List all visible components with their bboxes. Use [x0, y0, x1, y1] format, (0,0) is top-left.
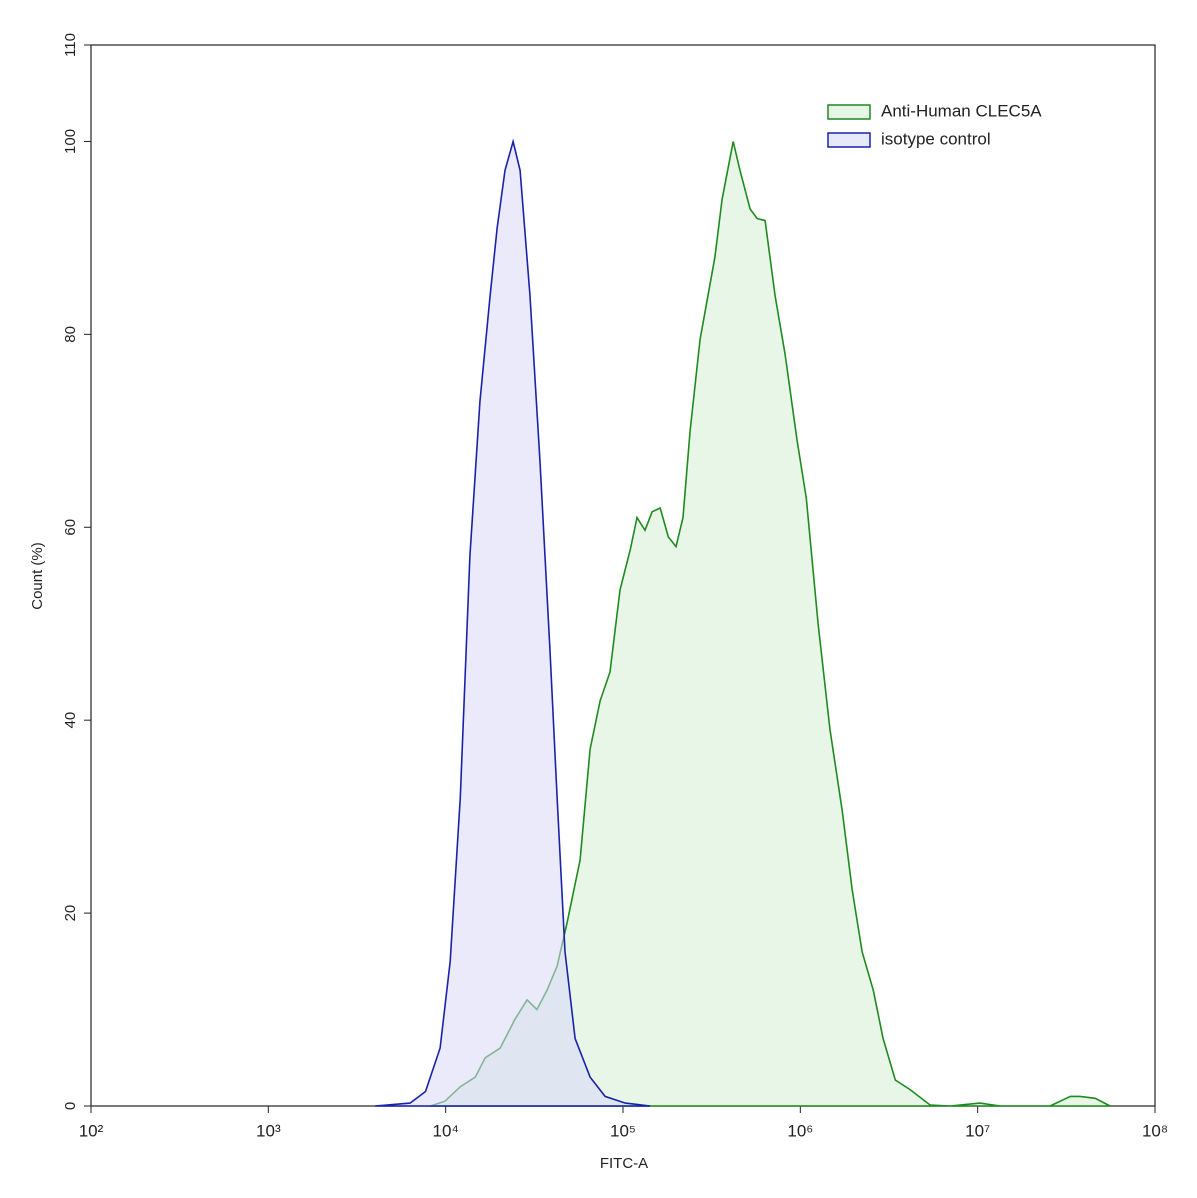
y-tick-label: 100 [62, 129, 79, 154]
x-tick-label: 10² [79, 1121, 104, 1140]
x-axis-label: FITC-A [600, 1155, 648, 1172]
x-tick-label: 10⁷ [965, 1121, 990, 1140]
legend-swatch [827, 132, 871, 148]
x-tick-label: 10⁸ [1142, 1121, 1168, 1140]
y-tick-label: 60 [62, 519, 79, 536]
legend-label: Anti-Human CLEC5A [881, 101, 1042, 120]
x-tick-label: 10⁶ [787, 1121, 813, 1140]
x-tick-label: 10⁴ [433, 1121, 459, 1140]
x-tick-label: 10³ [256, 1121, 281, 1140]
y-tick-label: 20 [62, 905, 79, 922]
y-tick-label: 80 [62, 326, 79, 343]
x-tick-label: 10⁵ [610, 1121, 636, 1140]
y-tick-label: 40 [62, 712, 79, 729]
legend-swatch [827, 104, 871, 120]
y-axis-label: Count (%) [29, 542, 46, 610]
series-line [375, 138, 651, 1107]
y-tick-label: 110 [62, 33, 79, 57]
y-tick-label: 0 [62, 1102, 79, 1110]
legend-label: isotype control [881, 129, 991, 148]
